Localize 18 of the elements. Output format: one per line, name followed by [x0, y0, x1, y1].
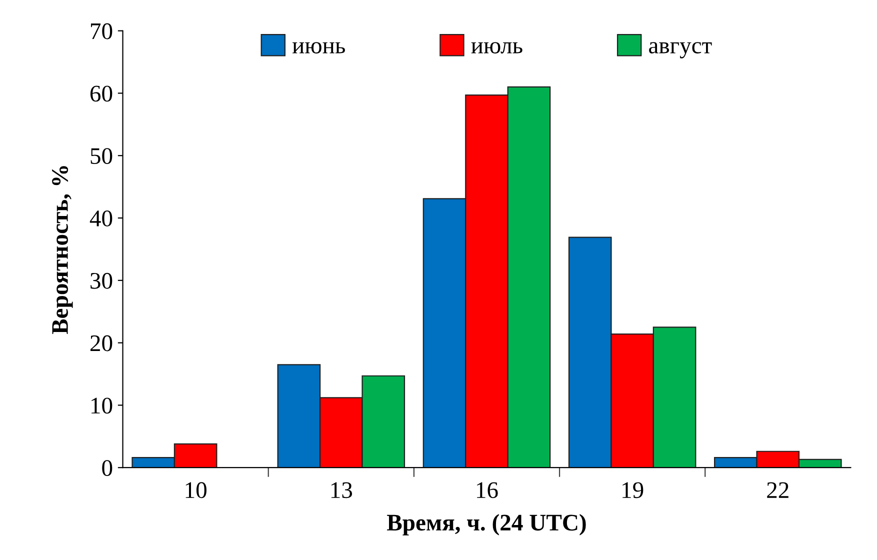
x-axis-title: Время, ч. (24 UTC) [387, 514, 586, 536]
x-tick-label: 16 [477, 482, 498, 498]
y-tick-label: 0 [102, 460, 112, 476]
y-tick-label: 20 [90, 335, 112, 352]
legend-label: июнь [292, 42, 345, 54]
legend-label: июль [471, 42, 522, 54]
y-axis-title: Вероятность, % [52, 166, 73, 334]
x-tick-label: 19 [622, 482, 644, 498]
x-tick-label: 10 [186, 482, 206, 498]
y-tick-label: 60 [90, 86, 112, 102]
legend-label: август [649, 42, 712, 58]
x-tick-label: 13 [331, 482, 352, 498]
y-tick-label: 30 [90, 272, 112, 289]
y-tick-label: 10 [92, 398, 112, 414]
y-tick-label: 50 [90, 148, 112, 164]
y-tick-label: 70 [91, 23, 112, 40]
x-tick-label: 22 [767, 482, 788, 498]
y-tick-label: 40 [90, 210, 112, 226]
